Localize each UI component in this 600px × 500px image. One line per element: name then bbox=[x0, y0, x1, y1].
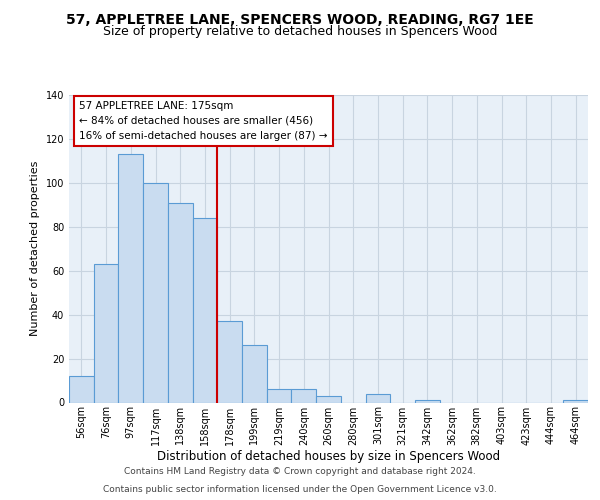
Bar bbox=[365, 394, 390, 402]
Bar bbox=[94, 264, 118, 402]
Bar bbox=[292, 390, 316, 402]
Bar bbox=[563, 400, 588, 402]
Text: 57, APPLETREE LANE, SPENCERS WOOD, READING, RG7 1EE: 57, APPLETREE LANE, SPENCERS WOOD, READI… bbox=[66, 12, 534, 26]
Bar bbox=[168, 202, 193, 402]
Text: Contains HM Land Registry data © Crown copyright and database right 2024.: Contains HM Land Registry data © Crown c… bbox=[124, 467, 476, 476]
Bar bbox=[267, 390, 292, 402]
Bar bbox=[69, 376, 94, 402]
Bar bbox=[316, 396, 341, 402]
Text: Size of property relative to detached houses in Spencers Wood: Size of property relative to detached ho… bbox=[103, 25, 497, 38]
Bar bbox=[415, 400, 440, 402]
Bar bbox=[118, 154, 143, 402]
Text: Contains public sector information licensed under the Open Government Licence v3: Contains public sector information licen… bbox=[103, 485, 497, 494]
Y-axis label: Number of detached properties: Number of detached properties bbox=[30, 161, 40, 336]
Bar bbox=[217, 321, 242, 402]
Bar bbox=[242, 346, 267, 403]
Text: 57 APPLETREE LANE: 175sqm
← 84% of detached houses are smaller (456)
16% of semi: 57 APPLETREE LANE: 175sqm ← 84% of detac… bbox=[79, 101, 328, 141]
Bar bbox=[143, 183, 168, 402]
X-axis label: Distribution of detached houses by size in Spencers Wood: Distribution of detached houses by size … bbox=[157, 450, 500, 463]
Bar bbox=[193, 218, 217, 402]
